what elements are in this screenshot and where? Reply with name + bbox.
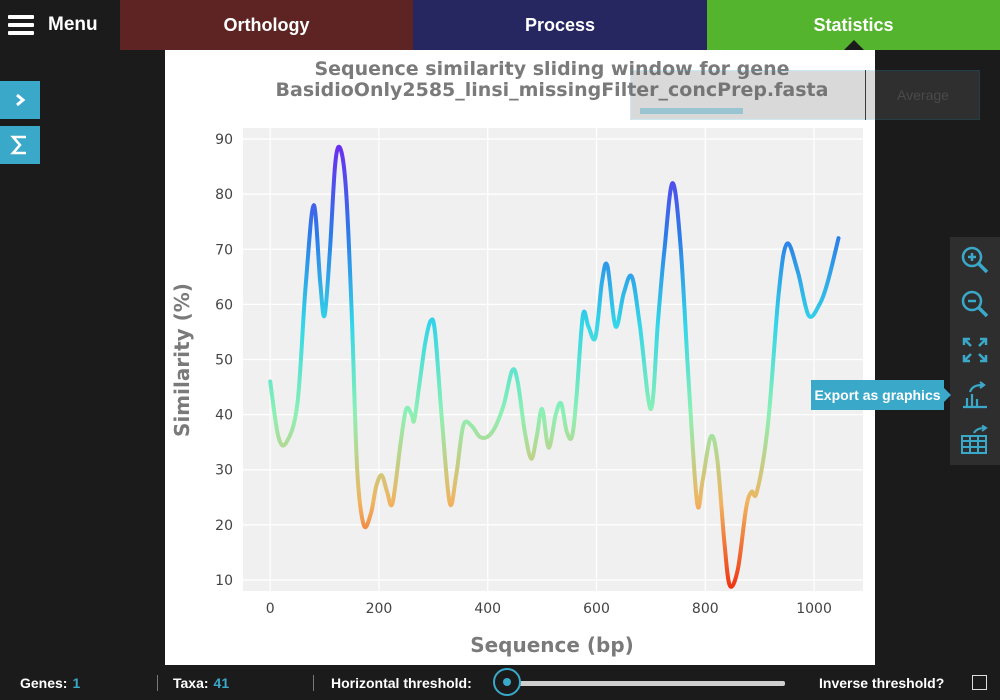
zoom-in-button[interactable] [955, 240, 995, 280]
hamburger-icon [8, 15, 34, 35]
genes-label: Genes: [20, 674, 68, 691]
chevron-right-icon [16, 93, 26, 107]
threshold-slider-handle[interactable] [493, 668, 521, 696]
genes-count: Genes: 1 [20, 665, 80, 700]
chart-panel: 10 20 30 40 50 60 70 80 90 0 200 400 600 800 1000 Sequ… [165, 50, 875, 665]
divider [157, 675, 158, 691]
tab-statistics-label: Statistics [813, 14, 894, 35]
table-export-icon [961, 425, 988, 454]
axis-ticks: 10 20 30 40 50 60 70 80 90 0 200 400 600 800 1000 [215, 132, 832, 617]
export-table-button[interactable] [955, 420, 995, 460]
x-tick-label: 200 [366, 601, 393, 617]
y-tick-label: 40 [215, 408, 233, 424]
y-axis-label: Similarity (%) [170, 283, 194, 437]
y-tick-label: 10 [215, 573, 233, 589]
average-indicator [640, 108, 743, 114]
x-tick-label: 0 [266, 601, 275, 617]
taxa-value: 41 [213, 674, 230, 691]
chart-title: Sequence similarity sliding window for g… [314, 58, 789, 80]
tooltip-label: Export as graphics [814, 387, 941, 403]
fit-to-screen-button[interactable] [955, 330, 995, 370]
average-button[interactable]: Average [865, 70, 980, 120]
x-tick-label: 1000 [796, 601, 832, 617]
zoom-out-icon [961, 290, 989, 318]
tab-statistics[interactable]: Statistics [707, 0, 1000, 50]
export-tooltip: Export as graphics [811, 380, 951, 410]
sigma-icon [10, 135, 26, 155]
series-line [268, 144, 841, 589]
tab-process-label: Process [524, 14, 596, 35]
chart-subtitle: BasidioOnly2585_linsi_missingFilter_conc… [276, 79, 829, 101]
threshold-label: Horizontal threshold: [331, 674, 472, 691]
zoom-in-icon [961, 246, 989, 274]
y-tick-label: 80 [215, 187, 233, 203]
expand-sidebar-button[interactable] [0, 81, 40, 119]
x-tick-label: 400 [474, 601, 501, 617]
taxa-count: Taxa: 41 [173, 665, 229, 700]
x-axis-label: Sequence (bp) [470, 633, 634, 657]
similarity-chart: 10 20 30 40 50 60 70 80 90 0 200 400 600 800 1000 Sequ… [170, 58, 863, 657]
zoom-out-button[interactable] [955, 284, 995, 324]
active-tab-caret [843, 40, 864, 50]
right-toolbar [950, 237, 1000, 465]
tab-process[interactable]: Process [413, 0, 707, 50]
tab-orthology[interactable]: Orthology [120, 0, 413, 50]
export-graphics-button[interactable] [955, 375, 995, 415]
taxa-label: Taxa: [173, 674, 209, 691]
y-tick-label: 30 [215, 463, 233, 479]
sigma-button[interactable] [0, 126, 40, 164]
y-tick-label: 20 [215, 518, 233, 534]
average-overlay [630, 70, 980, 120]
divider [313, 675, 314, 691]
y-tick-label: 70 [215, 242, 233, 258]
y-tick-label: 60 [215, 297, 233, 313]
menu-label: Menu [48, 14, 98, 35]
inverse-threshold-label: Inverse threshold? [819, 674, 945, 691]
tab-orthology-label: Orthology [223, 14, 310, 35]
threshold-slider-track[interactable] [505, 681, 785, 686]
x-tick-label: 800 [692, 601, 719, 617]
genes-value: 1 [72, 674, 81, 691]
x-tick-label: 600 [583, 601, 610, 617]
top-nav: Menu Orthology Process Statistics [0, 0, 1000, 50]
export-chart-icon [963, 381, 987, 409]
inverse-threshold-checkbox[interactable] [972, 675, 987, 690]
expand-arrows-icon [962, 337, 988, 363]
menu-button[interactable]: Menu [0, 0, 120, 50]
y-tick-label: 50 [215, 353, 233, 369]
average-label: Average [897, 87, 949, 103]
y-tick-label: 90 [215, 132, 233, 148]
